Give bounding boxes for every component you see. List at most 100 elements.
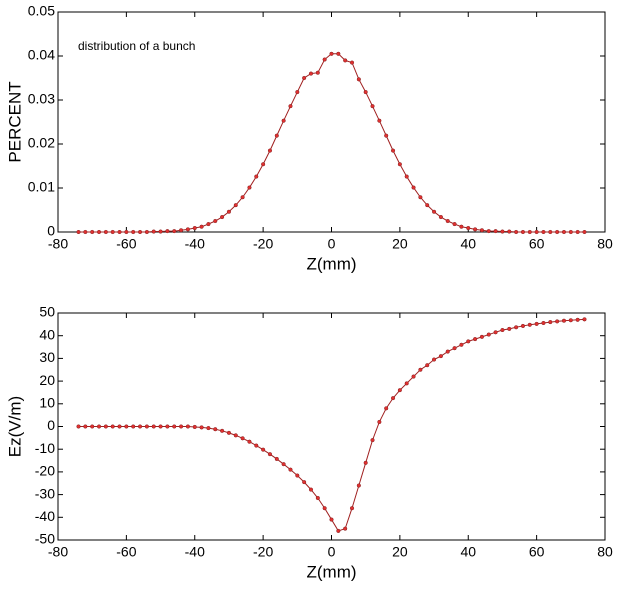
data-point bbox=[206, 222, 211, 227]
data-point bbox=[261, 162, 266, 167]
data-point bbox=[281, 118, 286, 123]
x-tick-label: 20 bbox=[392, 544, 408, 560]
data-point bbox=[192, 424, 197, 430]
data-point bbox=[425, 203, 430, 208]
y-tick-label: 0 bbox=[47, 223, 55, 239]
data-point bbox=[226, 209, 231, 214]
data-point bbox=[575, 229, 580, 235]
data-point bbox=[185, 424, 190, 429]
data-point bbox=[144, 229, 149, 235]
data-point bbox=[254, 174, 259, 179]
data-point bbox=[493, 330, 498, 335]
x-axis-label: Z(mm) bbox=[306, 254, 356, 273]
data-point bbox=[267, 148, 273, 153]
x-tick-label: -80 bbox=[48, 544, 68, 560]
x-tick-label: 80 bbox=[597, 236, 613, 252]
data-point bbox=[397, 388, 402, 393]
data-point bbox=[390, 148, 396, 153]
data-point bbox=[575, 317, 580, 322]
data-point bbox=[103, 424, 108, 429]
y-tick-label: -40 bbox=[35, 508, 55, 524]
data-point bbox=[213, 218, 218, 224]
data-point bbox=[151, 229, 156, 234]
data-line bbox=[78, 53, 585, 233]
data-point bbox=[384, 406, 389, 411]
data-point bbox=[138, 424, 143, 429]
data-point bbox=[226, 430, 231, 435]
data-point bbox=[534, 229, 539, 235]
data-point bbox=[124, 229, 129, 235]
data-point bbox=[479, 228, 484, 233]
data-point bbox=[349, 506, 355, 511]
data-point bbox=[254, 443, 259, 448]
data-point bbox=[541, 229, 546, 235]
data-point bbox=[404, 381, 409, 386]
data-point bbox=[165, 424, 170, 429]
data-point bbox=[445, 349, 450, 354]
data-point bbox=[267, 452, 273, 457]
data-point bbox=[220, 214, 225, 220]
data-point bbox=[479, 334, 484, 339]
data-point bbox=[308, 71, 314, 76]
annotation: distribution of a bunch bbox=[78, 39, 195, 53]
x-tick-label: 60 bbox=[529, 236, 545, 252]
data-point bbox=[199, 224, 204, 229]
data-point bbox=[165, 229, 170, 234]
data-point bbox=[356, 483, 361, 488]
data-point bbox=[356, 77, 361, 82]
data-point bbox=[192, 225, 197, 231]
data-point bbox=[185, 227, 190, 232]
data-point bbox=[261, 447, 266, 452]
x-axis-label: Z(mm) bbox=[306, 562, 356, 581]
data-point bbox=[288, 104, 293, 109]
data-point bbox=[425, 363, 430, 368]
y-tick-label: 30 bbox=[39, 349, 55, 365]
data-point bbox=[90, 229, 95, 235]
data-point bbox=[370, 104, 375, 109]
y-tick-label: -50 bbox=[35, 531, 55, 547]
data-point bbox=[96, 424, 102, 429]
data-point bbox=[83, 424, 88, 429]
data-point bbox=[438, 354, 443, 359]
data-point bbox=[172, 424, 177, 429]
data-point bbox=[445, 218, 450, 224]
data-point bbox=[507, 326, 512, 331]
data-point bbox=[438, 214, 443, 220]
data-point bbox=[138, 229, 143, 235]
data-point bbox=[158, 229, 163, 234]
data-point bbox=[110, 424, 115, 429]
data-point bbox=[466, 339, 471, 344]
data-point bbox=[534, 321, 539, 326]
data-point bbox=[377, 419, 382, 425]
x-tick-label: 0 bbox=[328, 544, 336, 560]
data-point bbox=[418, 367, 423, 372]
data-point bbox=[76, 229, 81, 235]
data-point bbox=[473, 227, 478, 232]
data-point bbox=[459, 224, 464, 229]
data-point bbox=[274, 456, 279, 462]
data-point bbox=[568, 229, 573, 235]
data-point bbox=[432, 209, 437, 214]
data-point bbox=[486, 332, 491, 337]
data-point bbox=[336, 528, 341, 533]
data-point bbox=[363, 460, 368, 465]
y-tick-label: 0.01 bbox=[28, 179, 55, 195]
data-point bbox=[240, 436, 245, 441]
data-point bbox=[514, 229, 519, 235]
data-point bbox=[233, 203, 238, 208]
data-point bbox=[561, 318, 567, 323]
data-point bbox=[247, 439, 252, 444]
data-point bbox=[548, 229, 553, 235]
y-tick-label: 10 bbox=[39, 395, 55, 411]
data-point bbox=[103, 229, 108, 235]
data-point bbox=[83, 229, 88, 235]
data-point bbox=[117, 424, 122, 429]
data-point bbox=[541, 320, 546, 326]
x-tick-label: 40 bbox=[460, 236, 476, 252]
data-point bbox=[390, 396, 396, 401]
data-point bbox=[247, 185, 252, 190]
data-point bbox=[411, 374, 416, 379]
data-point bbox=[466, 225, 471, 231]
data-point bbox=[418, 195, 423, 200]
data-point bbox=[288, 467, 293, 472]
